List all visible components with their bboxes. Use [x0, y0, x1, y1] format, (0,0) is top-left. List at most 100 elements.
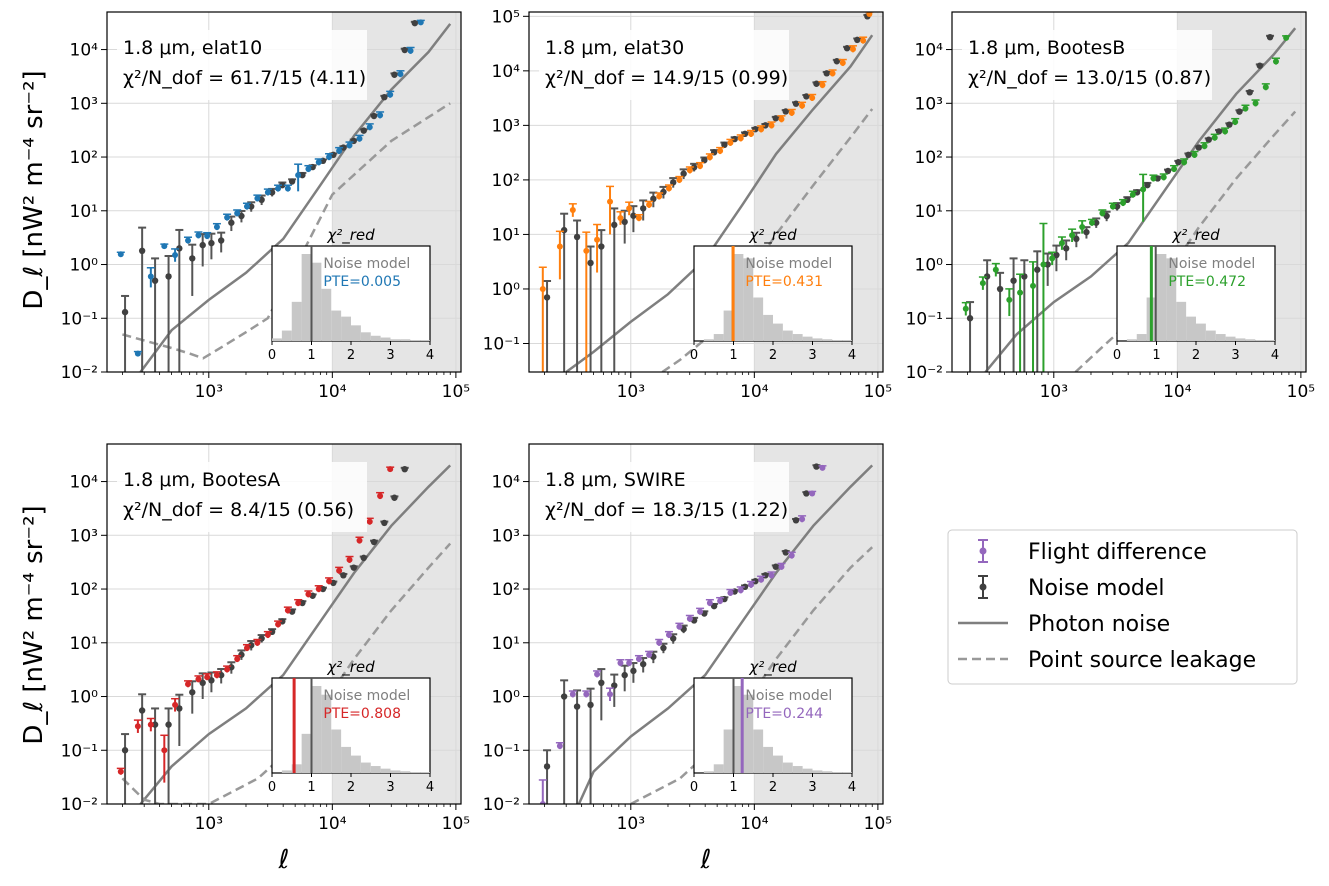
noise-marker	[199, 241, 206, 249]
noise-marker	[630, 667, 637, 675]
flight-difference-point	[1016, 273, 1025, 372]
noise-model-point	[1092, 217, 1101, 228]
inset-x-tick-label: 3	[808, 780, 816, 795]
hist-bar	[792, 766, 803, 773]
flight-difference-point	[160, 243, 169, 250]
flight-difference-point	[242, 643, 251, 652]
hist-bar	[420, 772, 430, 773]
noise-model-point	[164, 255, 173, 372]
noise-marker	[611, 221, 618, 229]
flight-marker	[1088, 219, 1095, 226]
noise-model-point	[983, 259, 992, 372]
flight-marker	[583, 691, 590, 698]
flight-difference-point	[675, 175, 684, 184]
flight-marker	[234, 210, 241, 217]
plot-area	[116, 19, 452, 372]
plot-area	[538, 463, 874, 804]
flight-marker	[336, 567, 343, 574]
hist-bar	[842, 340, 852, 341]
flight-marker	[305, 165, 312, 172]
noise-model-point	[730, 135, 739, 143]
flight-difference-point	[716, 146, 725, 155]
noise-marker	[621, 218, 628, 226]
flight-difference-point	[1190, 150, 1199, 158]
title-background	[539, 462, 789, 532]
flight-difference-point	[777, 562, 786, 570]
noise-marker	[208, 677, 215, 684]
flight-difference-point	[747, 580, 756, 588]
noise-model-point	[390, 71, 399, 78]
y-tick-label: 10⁻¹	[906, 309, 943, 329]
flight-difference-point	[263, 188, 272, 196]
flight-marker	[1211, 134, 1218, 141]
flight-difference-point	[1039, 222, 1048, 372]
flight-difference-point	[726, 588, 735, 596]
noise-model-point	[121, 294, 130, 372]
flight-difference-point	[961, 301, 970, 316]
noise-marker	[611, 682, 618, 689]
title-line1: 1.8 μm, SWIRE	[545, 469, 686, 491]
noise-marker	[138, 247, 146, 255]
flight-difference-point	[406, 46, 415, 54]
flight-difference-point	[555, 741, 564, 750]
hist-bar	[1245, 339, 1256, 341]
noise-model-point	[853, 36, 862, 44]
hist-bar	[763, 746, 773, 773]
flight-marker	[387, 466, 394, 473]
noise-marker	[1044, 261, 1051, 268]
noise-model-point	[1043, 252, 1052, 286]
noise-marker	[587, 259, 594, 267]
noise-marker	[248, 203, 255, 210]
noise-model-point	[679, 168, 688, 179]
flight-marker	[397, 71, 404, 78]
noise-model-point	[1143, 181, 1152, 189]
flight-marker	[556, 243, 563, 250]
flight-marker	[1272, 58, 1279, 65]
flight-marker	[607, 691, 614, 698]
noise-model-point	[710, 602, 719, 610]
flight-difference-point	[568, 203, 577, 217]
inset-x-tick-label: 3	[808, 348, 816, 363]
title-line1: 1.8 μm, BootesB	[968, 37, 1125, 59]
noise-marker	[199, 679, 206, 687]
flight-difference-point	[233, 654, 242, 663]
inset-pte-label: PTE=0.431	[745, 274, 823, 290]
noise-marker	[639, 205, 647, 212]
flight-difference-point	[664, 184, 673, 192]
flight-marker	[315, 159, 322, 166]
noise-marker	[1185, 151, 1192, 159]
noise-model-point	[740, 583, 749, 591]
flight-difference-point	[133, 719, 142, 733]
title-background	[962, 30, 1212, 100]
noise-marker	[1236, 108, 1243, 115]
inset-x-tick-label: 2	[1192, 348, 1200, 363]
y-tick-label: 10⁻¹	[483, 741, 520, 761]
flight-marker	[305, 591, 312, 598]
y-tick-label: 10³	[915, 94, 943, 114]
hist-bar	[400, 771, 411, 773]
hist-bar	[380, 768, 391, 773]
flight-marker	[788, 552, 795, 559]
flight-marker	[224, 666, 231, 673]
noise-marker	[279, 181, 286, 189]
title-background	[117, 462, 367, 532]
flight-difference-point	[685, 166, 694, 174]
noise-model-point	[1062, 239, 1071, 261]
noise-model-point	[560, 679, 569, 804]
flight-difference-point	[294, 163, 303, 192]
inset-pte-label: PTE=0.244	[745, 706, 823, 722]
flight-difference-point	[203, 231, 212, 240]
noise-marker	[803, 93, 810, 100]
flight-marker	[1049, 255, 1056, 262]
flight-marker	[676, 623, 683, 630]
noise-marker	[370, 538, 378, 546]
inset-x-tick-label: 0	[268, 780, 276, 795]
flight-marker	[134, 723, 141, 730]
flight-marker	[656, 193, 663, 200]
noise-model-point	[710, 149, 719, 156]
noise-marker	[360, 127, 367, 134]
flight-difference-point	[376, 491, 385, 500]
flight-difference-point	[184, 236, 193, 244]
flight-difference-point	[283, 606, 292, 614]
noise-model-point	[597, 229, 606, 372]
